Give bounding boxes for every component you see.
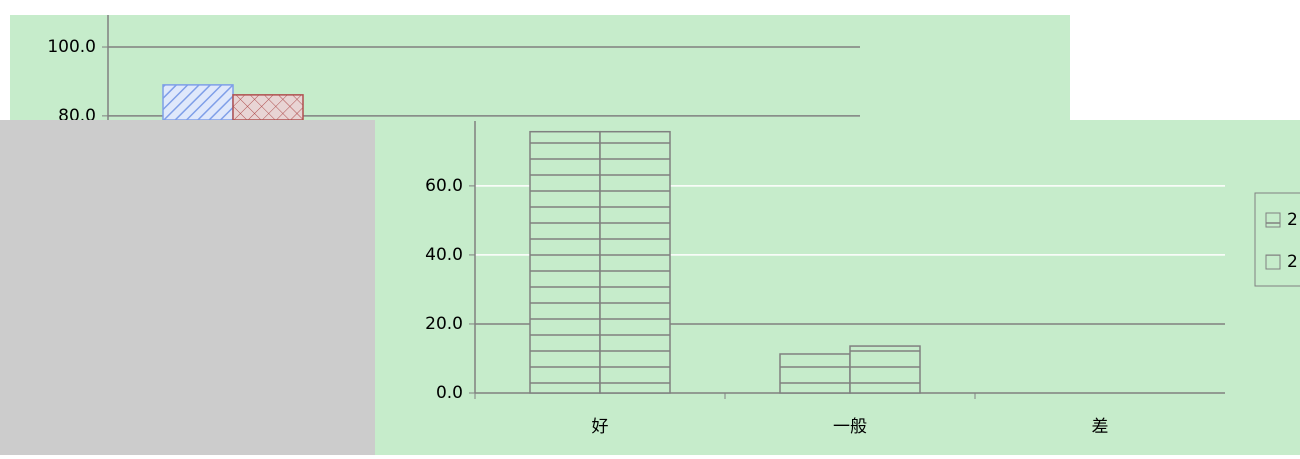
y-tick-label: 100.0 xyxy=(47,37,96,57)
y-tick-label: 20.0 xyxy=(425,314,463,334)
bar xyxy=(162,84,234,120)
chart-panel xyxy=(375,120,1300,455)
legend-label: 2 xyxy=(1287,210,1298,230)
x-tick-label: 差 xyxy=(1092,417,1109,437)
legend-swatch xyxy=(1265,254,1281,270)
bar xyxy=(599,130,671,394)
y-tick-label: 40.0 xyxy=(425,245,463,265)
bar xyxy=(779,353,851,394)
x-tick-label: 一般 xyxy=(833,417,867,437)
bar xyxy=(529,130,601,394)
legend-box xyxy=(1254,192,1300,287)
legend-swatch xyxy=(1265,212,1281,228)
bar xyxy=(232,94,304,120)
gray-block xyxy=(0,120,375,455)
x-tick-label: 好 xyxy=(592,417,609,437)
foreground-chart: 0.0 20.0 40.0 60.0 好 一般 差 2 2 xyxy=(0,120,1300,455)
background-chart: 80.0 100.0 xyxy=(10,15,1070,126)
legend-label: 2 xyxy=(1287,252,1298,272)
y-tick-label: 60.0 xyxy=(425,176,463,196)
y-tick-label: 0.0 xyxy=(436,383,463,403)
bar xyxy=(849,345,921,394)
y-tick-label: 80.0 xyxy=(58,106,96,126)
